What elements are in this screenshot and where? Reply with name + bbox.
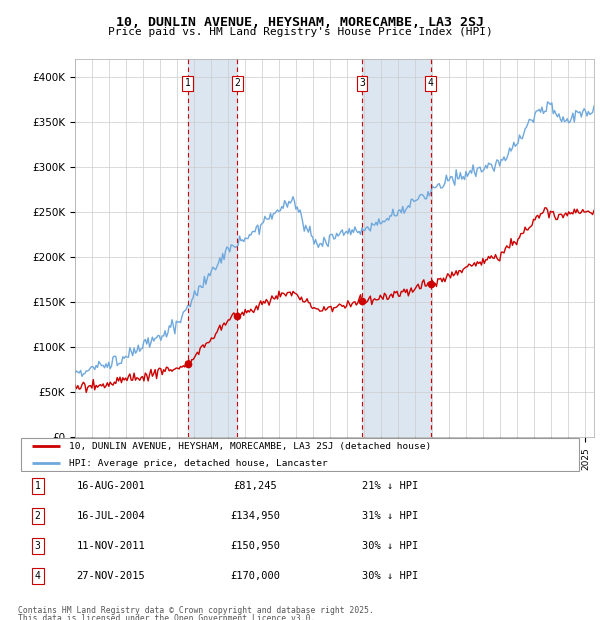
Text: 16-AUG-2001: 16-AUG-2001 [77,481,145,492]
Text: 2: 2 [35,512,41,521]
Text: 10, DUNLIN AVENUE, HEYSHAM, MORECAMBE, LA3 2SJ (detached house): 10, DUNLIN AVENUE, HEYSHAM, MORECAMBE, L… [69,441,431,451]
Text: Contains HM Land Registry data © Crown copyright and database right 2025.: Contains HM Land Registry data © Crown c… [18,606,374,616]
Text: 10, DUNLIN AVENUE, HEYSHAM, MORECAMBE, LA3 2SJ: 10, DUNLIN AVENUE, HEYSHAM, MORECAMBE, L… [116,16,484,29]
Text: 11-NOV-2011: 11-NOV-2011 [77,541,145,551]
Text: 27-NOV-2015: 27-NOV-2015 [77,571,145,581]
FancyBboxPatch shape [21,438,579,471]
Text: 30% ↓ HPI: 30% ↓ HPI [362,571,418,581]
Text: This data is licensed under the Open Government Licence v3.0.: This data is licensed under the Open Gov… [18,614,316,620]
Text: £150,950: £150,950 [230,541,280,551]
Text: 21% ↓ HPI: 21% ↓ HPI [362,481,418,492]
Text: £170,000: £170,000 [230,571,280,581]
Text: 2: 2 [235,78,240,88]
Text: 1: 1 [185,78,191,88]
Text: 1: 1 [35,481,41,492]
Text: 4: 4 [35,571,41,581]
Text: £81,245: £81,245 [233,481,277,492]
Text: 16-JUL-2004: 16-JUL-2004 [77,512,145,521]
Bar [362,59,431,437]
Text: Price paid vs. HM Land Registry's House Price Index (HPI): Price paid vs. HM Land Registry's House … [107,27,493,37]
Text: 3: 3 [35,541,41,551]
Text: 3: 3 [359,78,365,88]
Text: £134,950: £134,950 [230,512,280,521]
Text: 30% ↓ HPI: 30% ↓ HPI [362,541,418,551]
Text: 31% ↓ HPI: 31% ↓ HPI [362,512,418,521]
Bar [188,59,238,437]
Text: 4: 4 [428,78,434,88]
Text: HPI: Average price, detached house, Lancaster: HPI: Average price, detached house, Lanc… [69,459,328,468]
